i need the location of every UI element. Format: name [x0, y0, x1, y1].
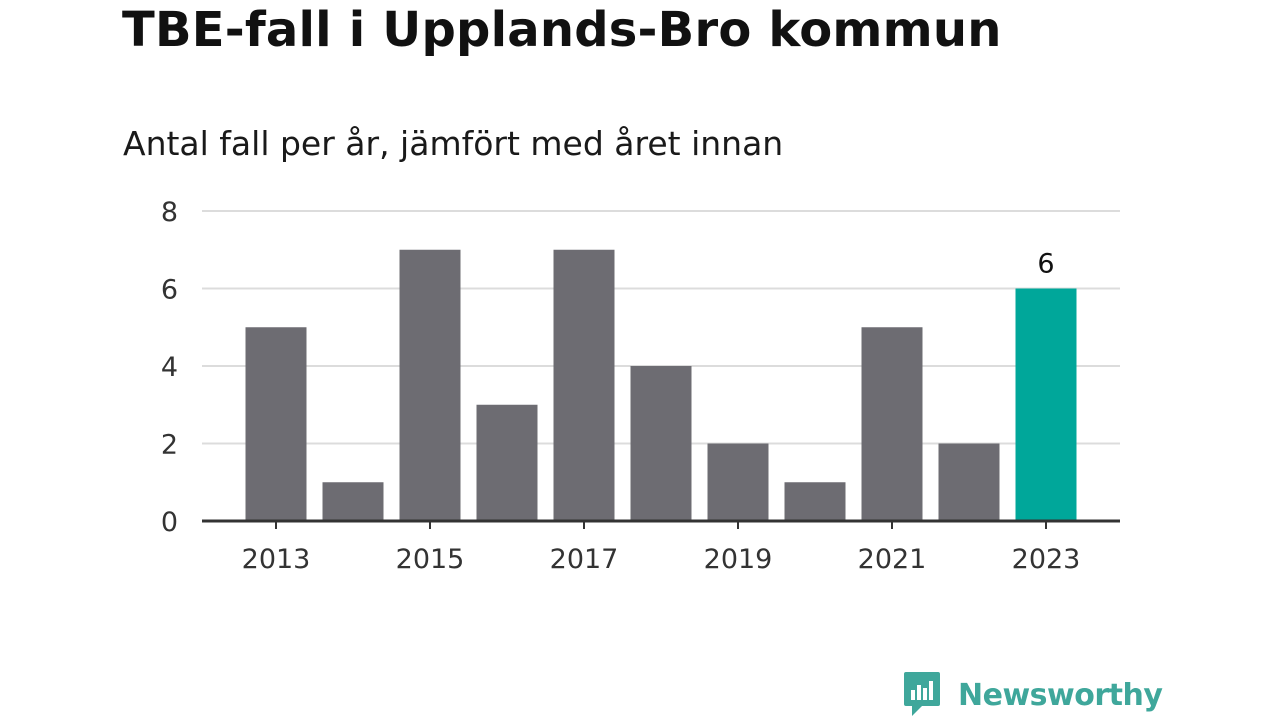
x-tick-label: 2019 — [704, 544, 773, 575]
newsworthy-logo: Newsworthy — [902, 670, 1163, 720]
bar-2019 — [707, 443, 769, 521]
y-tick-label: 2 — [161, 430, 178, 461]
y-tick-label: 6 — [161, 275, 178, 306]
y-tick-label: 0 — [161, 507, 178, 538]
x-tick-label: 2017 — [550, 544, 619, 575]
bar-2014 — [322, 482, 384, 521]
bar-2018 — [630, 366, 692, 521]
newsworthy-logo-icon — [904, 672, 940, 716]
x-tick-label: 2013 — [242, 544, 311, 575]
newsworthy-logo-text: Newsworthy — [958, 677, 1163, 713]
y-tick-label: 8 — [161, 197, 178, 228]
bar-2013 — [245, 327, 307, 521]
bar-2022 — [938, 443, 1000, 521]
bar-2015 — [399, 249, 461, 521]
x-tick-label: 2023 — [1012, 544, 1081, 575]
bar-2020 — [784, 482, 846, 521]
chart-title: TBE-fall i Upplands-Bro kommun — [122, 2, 1002, 58]
bar-2021 — [861, 327, 923, 521]
bar-2016 — [476, 404, 538, 521]
bar-2023 — [1015, 288, 1077, 521]
y-tick-label: 4 — [161, 352, 178, 383]
x-tick-label: 2015 — [396, 544, 465, 575]
x-tick-label: 2021 — [858, 544, 927, 575]
data-label-2023: 6 — [1037, 249, 1054, 280]
chart-subtitle: Antal fall per år, jämfört med året inna… — [123, 124, 784, 163]
bar-2017 — [553, 249, 615, 521]
